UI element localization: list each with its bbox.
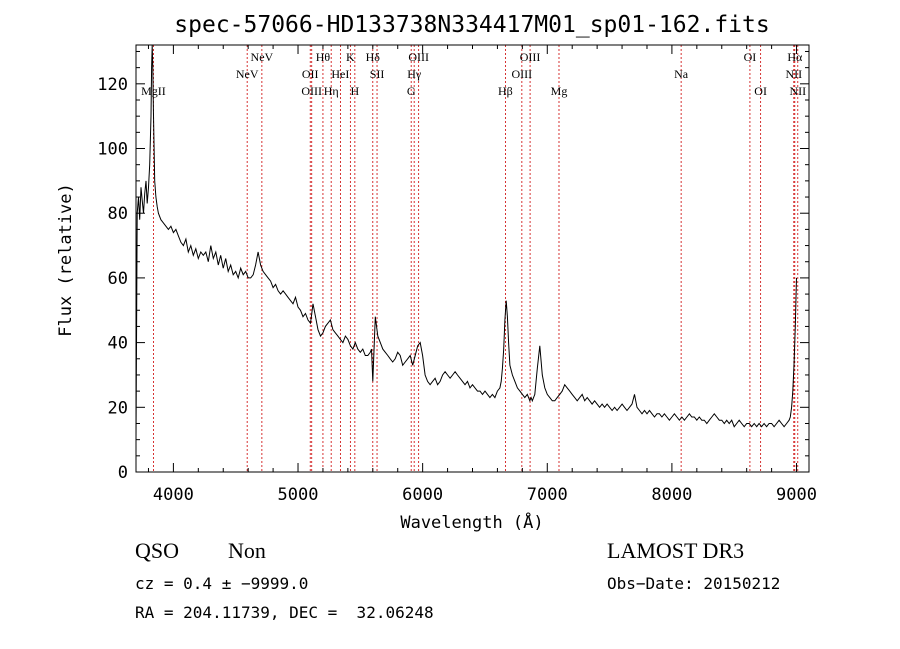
redshift-cz: cz = 0.4 ± −9999.0 (135, 574, 309, 593)
line-label-10: Hδ (366, 50, 381, 64)
line-label-18: Mg (551, 84, 568, 98)
y-tick-label-3: 60 (108, 269, 128, 289)
chart-title: spec-57066-HD133738N334417M01_sp01-162.f… (174, 12, 769, 38)
emission-line-markers (153, 45, 799, 472)
x-axis: 4000 5000 6000 7000 8000 9000 (147, 45, 817, 505)
plot-frame (135, 44, 810, 473)
coordinates: RA = 204.11739, DEC = 32.06248 (135, 603, 434, 622)
line-label-14: OIII (408, 50, 429, 64)
y-axis: 0 20 40 60 80 100 120 (97, 50, 809, 483)
x-tick-label-0: 4000 (153, 485, 194, 505)
line-label-24: NII (789, 84, 806, 98)
x-tick-label-5: 9000 (776, 485, 817, 505)
y-tick-label-6: 120 (97, 75, 128, 95)
line-label-7: HeI (331, 67, 349, 81)
line-label-3: OII (302, 67, 319, 81)
emission-line-labels: MgIINeVNeVOIIOIIIHθHηHeIKHHδSIIGHγOIIIHβ… (141, 50, 806, 98)
line-label-16: OIII (512, 67, 533, 81)
line-label-20: OI (744, 50, 757, 64)
line-label-23: NII (785, 67, 802, 81)
x-tick-label-3: 7000 (527, 485, 568, 505)
line-label-4: OIII (301, 84, 322, 98)
line-label-2: NeV (251, 50, 274, 64)
object-subclass: Non (228, 538, 266, 563)
line-label-9: H (351, 84, 360, 98)
line-label-5: Hθ (316, 50, 331, 64)
line-label-19: Na (674, 67, 689, 81)
y-tick-label-0: 0 (118, 463, 128, 483)
x-tick-label-4: 8000 (651, 485, 692, 505)
line-label-17: OIII (520, 50, 541, 64)
y-tick-label-2: 40 (108, 334, 128, 354)
line-label-13: Hγ (407, 67, 422, 81)
y-tick-label-1: 20 (108, 398, 128, 418)
y-tick-label-4: 80 (108, 204, 128, 224)
spectrum-line (135, 44, 797, 440)
line-label-8: K (346, 50, 355, 64)
line-label-12: G (407, 84, 416, 98)
x-tick-label-1: 5000 (278, 485, 319, 505)
observation-date: Obs−Date: 20150212 (607, 574, 781, 593)
line-label-6: Hη (324, 84, 339, 98)
line-label-22: Hα (787, 50, 803, 64)
object-class: QSO (135, 538, 180, 563)
y-axis-label: Flux (relative) (56, 183, 76, 337)
x-tick-label-2: 6000 (402, 485, 443, 505)
line-label-15: Hβ (498, 84, 513, 98)
line-label-11: SII (370, 67, 385, 81)
x-axis-label: Wavelength (Å) (400, 511, 543, 533)
line-label-21: OI (754, 84, 767, 98)
line-label-1: NeV (236, 67, 259, 81)
survey-label: LAMOST DR3 (607, 538, 745, 563)
y-tick-label-5: 100 (97, 140, 128, 160)
